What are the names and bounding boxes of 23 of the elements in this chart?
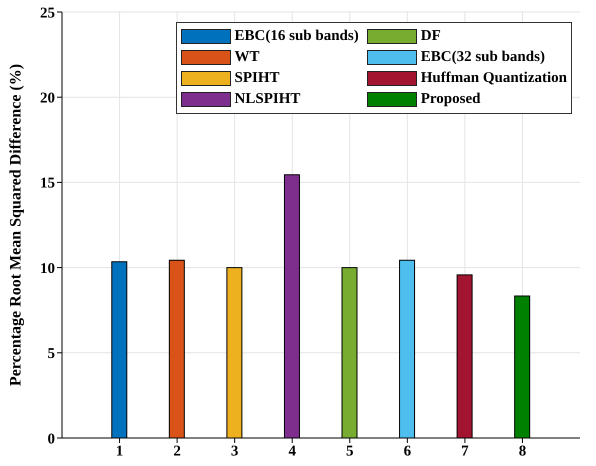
legend-label: SPIHT bbox=[234, 70, 280, 87]
y-tick-label: 20 bbox=[40, 90, 55, 107]
legend-label: EBC(16 sub bands) bbox=[234, 28, 359, 45]
legend-label: Proposed bbox=[420, 91, 480, 108]
legend-label: EBC(32 sub bands) bbox=[420, 49, 545, 66]
x-tick-label: 4 bbox=[288, 444, 296, 460]
legend-label: WT bbox=[234, 49, 260, 66]
y-tick-label: 0 bbox=[48, 431, 55, 448]
y-tick-label: 15 bbox=[40, 176, 55, 192]
legend-label: Huffman Quantization bbox=[420, 70, 567, 87]
x-tick-label: 5 bbox=[346, 444, 354, 460]
y-axis-title: Percentage Root Mean Squared Difference (%) bbox=[8, 64, 25, 386]
x-tick-label: 2 bbox=[173, 444, 181, 460]
x-tick-label: 3 bbox=[230, 444, 238, 460]
x-tick-label: 6 bbox=[404, 444, 412, 460]
x-tick-label: 8 bbox=[518, 444, 526, 460]
y-tick-label: 10 bbox=[40, 260, 55, 277]
x-tick-label: 1 bbox=[116, 444, 124, 460]
x-tick-label: 7 bbox=[461, 444, 470, 460]
y-tick-label: 5 bbox=[48, 346, 55, 362]
y-tick-label: 25 bbox=[40, 5, 55, 22]
legend-label: DF bbox=[420, 28, 441, 45]
legend-label: NLSPIHT bbox=[234, 91, 300, 108]
